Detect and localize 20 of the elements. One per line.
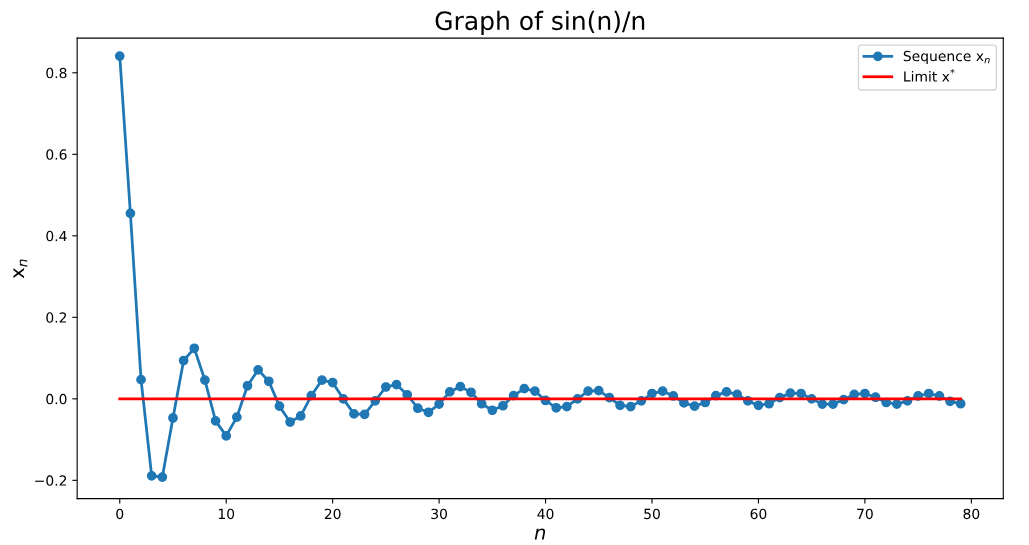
x-tick-label: 30 [431,508,448,520]
legend-label: Sequence x$_{n}$ [903,50,990,64]
y-tick-label: 0.2 [46,312,67,323]
y-tick-label: −0.2 [35,475,67,486]
x-tick-label: 20 [324,508,341,520]
x-tick-label: 70 [857,508,873,520]
x-tick-label: 60 [750,508,767,520]
x-tick-label: 0 [116,508,124,520]
y-tick-label: 0.4 [46,230,67,242]
x-tick-label: 50 [644,508,660,520]
y-tick-label: 0.8 [46,67,67,79]
x-tick-label: 40 [537,508,554,520]
x-tick-label: 10 [218,508,235,520]
x-axis-title: n [534,528,546,540]
legend-label: Limit x$^{*}$ [904,68,955,82]
y-tick-label: 0.6 [46,149,67,160]
y-tick-label: 0.0 [46,393,67,405]
chart-title: Graph of sin(n)/n [435,10,645,36]
x-tick-label: 80 [963,508,980,520]
y-axis-title: x$_{n}$ [13,259,28,279]
